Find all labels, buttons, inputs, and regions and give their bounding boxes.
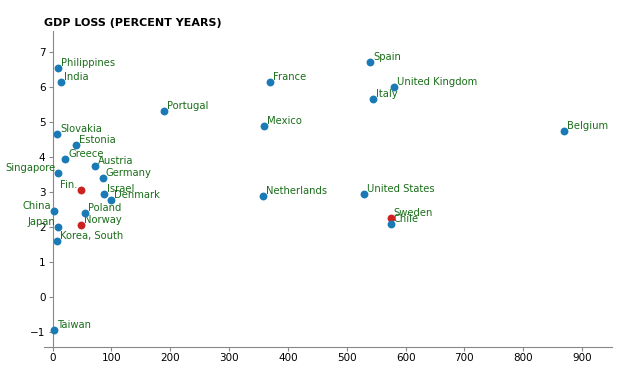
Point	[90, 163, 100, 169]
Point	[365, 59, 375, 65]
Point	[54, 224, 64, 230]
Point	[258, 193, 268, 199]
Point	[359, 191, 369, 197]
Point	[76, 223, 85, 229]
Text: Korea, South: Korea, South	[60, 231, 124, 241]
Text: Singapore: Singapore	[5, 163, 56, 173]
Point	[265, 79, 275, 85]
Text: Fin.: Fin.	[61, 181, 78, 191]
Point	[54, 65, 64, 71]
Text: Denmark: Denmark	[114, 190, 160, 200]
Point	[97, 175, 107, 181]
Point	[52, 131, 62, 137]
Text: Chile: Chile	[394, 214, 419, 224]
Point	[49, 208, 59, 214]
Point	[52, 238, 62, 244]
Text: Netherlands: Netherlands	[266, 186, 327, 196]
Text: France: France	[273, 72, 306, 82]
Point	[368, 96, 378, 102]
Text: Philippines: Philippines	[61, 58, 115, 68]
Text: Portugal: Portugal	[167, 102, 208, 112]
Point	[386, 215, 396, 221]
Point	[99, 191, 109, 197]
Text: Estonia: Estonia	[79, 135, 115, 145]
Text: Norway: Norway	[84, 216, 122, 226]
Text: Israel: Israel	[107, 184, 135, 194]
Text: China: China	[22, 201, 51, 211]
Text: Spain: Spain	[373, 52, 401, 62]
Text: Austria: Austria	[98, 156, 134, 166]
Text: Taiwan: Taiwan	[57, 320, 91, 330]
Point	[386, 221, 396, 227]
Point	[260, 122, 270, 129]
Point	[49, 326, 59, 333]
Point	[389, 84, 399, 90]
Text: India: India	[64, 72, 89, 82]
Text: Slovakia: Slovakia	[60, 124, 102, 134]
Point	[159, 109, 169, 115]
Point	[560, 128, 570, 134]
Point	[106, 197, 116, 203]
Text: Germany: Germany	[105, 168, 152, 178]
Text: GDP LOSS (PERCENT YEARS): GDP LOSS (PERCENT YEARS)	[44, 18, 222, 28]
Text: United States: United States	[368, 184, 435, 194]
Text: Italy: Italy	[376, 89, 397, 99]
Text: Mexico: Mexico	[267, 116, 302, 126]
Text: Belgium: Belgium	[567, 121, 608, 131]
Point	[71, 142, 81, 148]
Text: Poland: Poland	[88, 203, 121, 213]
Point	[80, 209, 90, 216]
Point	[76, 187, 85, 194]
Text: United Kingdom: United Kingdom	[397, 77, 477, 87]
Text: Japan: Japan	[27, 217, 56, 227]
Point	[56, 79, 66, 85]
Text: Greece: Greece	[69, 149, 104, 159]
Text: Sweden: Sweden	[394, 208, 433, 218]
Point	[54, 170, 64, 176]
Point	[61, 156, 71, 162]
